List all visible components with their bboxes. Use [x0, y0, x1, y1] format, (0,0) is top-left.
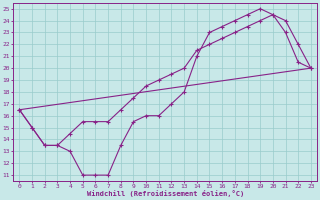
X-axis label: Windchill (Refroidissement éolien,°C): Windchill (Refroidissement éolien,°C) [86, 190, 244, 197]
